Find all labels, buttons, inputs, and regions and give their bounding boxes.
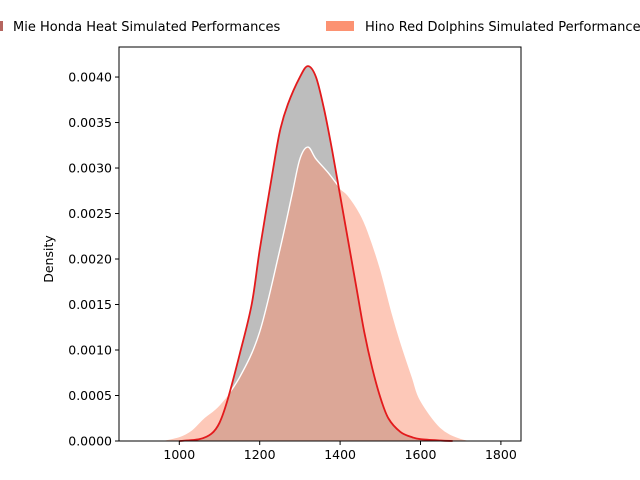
x-tick-label: 1400 [324,447,356,462]
series-mie-honda-heat-line [179,65,453,442]
y-tick-label: 0.0025 [68,206,112,221]
legend: Mie Honda Heat Simulated Performances Hin… [0,20,640,35]
plot-area [159,65,477,442]
x-tick-label: 1600 [405,447,437,462]
y-axis-label: Density [41,235,56,283]
series-hino-red-dolphins-line [159,146,477,442]
legend-swatch-mie-honda-heat [0,21,3,31]
y-tick-label: 0.0020 [68,252,112,267]
legend-label-mie-honda-heat: Mie Honda Heat Simulated Performances [13,20,280,35]
y-tick-label: 0.0030 [68,161,112,176]
x-tick-label: 1200 [244,447,276,462]
y-tick-label: 0.0035 [68,115,112,130]
axes: 1000 1200 1400 1600 1800 0.0000 0.0005 0.0010 0.… [68,46,522,462]
series-hino-red-dolphins-area [159,147,477,441]
legend-swatch-hino-red-dolphins [326,21,354,31]
x-tick-label: 1800 [485,447,517,462]
y-tick-label: 0.0005 [68,388,112,403]
x-tick-label: 1000 [163,447,195,462]
y-tick-label: 0.0015 [68,297,112,312]
legend-label-hino-red-dolphins: Hino Red Dolphins Simulated Performances [365,20,640,35]
y-tick-label: 0.0010 [68,343,112,358]
y-tick-label: 0.0000 [68,434,112,449]
axes-frame [118,46,522,442]
y-tick-label: 0.0040 [68,70,112,85]
